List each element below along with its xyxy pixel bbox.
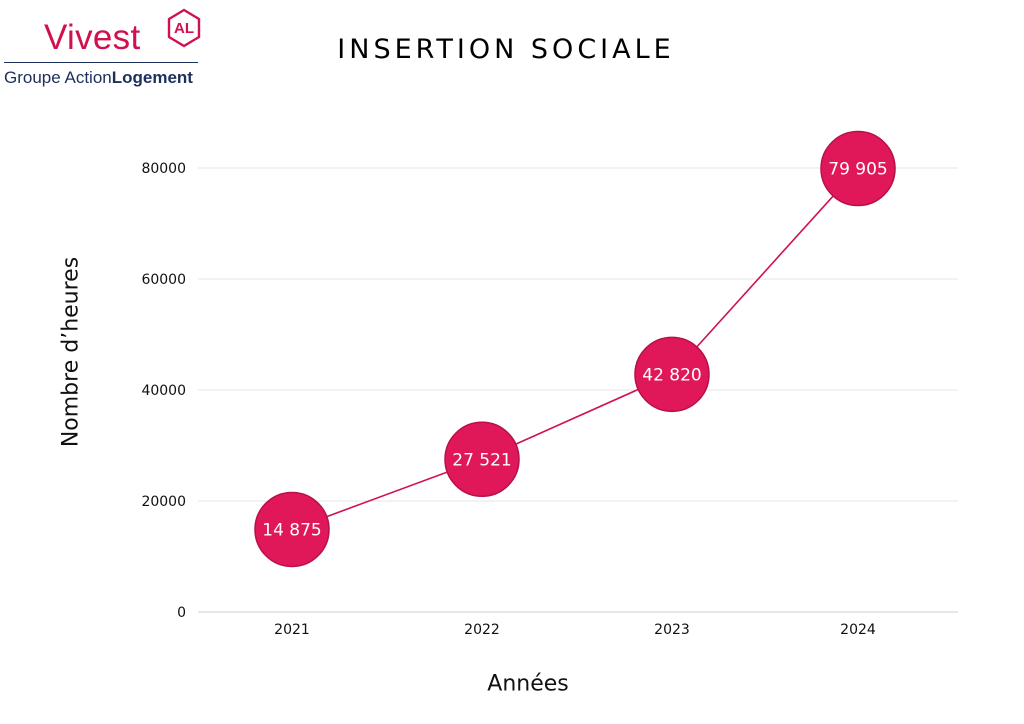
logo-brand-text: Vivest	[44, 18, 141, 57]
x-axis-label: Années	[487, 671, 569, 697]
x-tick-label: 2023	[654, 622, 690, 638]
al-hexagon-icon: AL	[167, 8, 201, 48]
y-tick-label: 60000	[141, 272, 186, 288]
x-tick-label: 2021	[274, 622, 310, 638]
al-mark-text: AL	[174, 20, 194, 37]
y-tick-label: 40000	[141, 383, 186, 399]
data-label: 42 820	[642, 365, 701, 385]
data-point-marker	[820, 130, 896, 207]
chart-title: INSERTION SOCIALE	[337, 34, 675, 65]
data-point-marker	[444, 421, 520, 498]
y-tick-label: 0	[177, 605, 186, 621]
series-line	[291, 167, 859, 531]
data-label: 79 905	[828, 160, 887, 180]
data-label: 27 521	[452, 450, 511, 470]
data-point-marker	[254, 491, 330, 568]
logo-divider	[4, 62, 198, 63]
vivest-logo: Vivest AL Groupe ActionLogement	[4, 6, 204, 96]
x-tick-label: 2024	[840, 622, 876, 638]
y-tick-label: 80000	[141, 161, 186, 177]
logo-group-text: Groupe ActionLogement	[4, 68, 193, 87]
data-point-marker	[634, 336, 710, 413]
y-tick-label: 20000	[141, 494, 186, 510]
x-tick-label: 2022	[464, 622, 500, 638]
data-label: 14 875	[262, 520, 321, 540]
